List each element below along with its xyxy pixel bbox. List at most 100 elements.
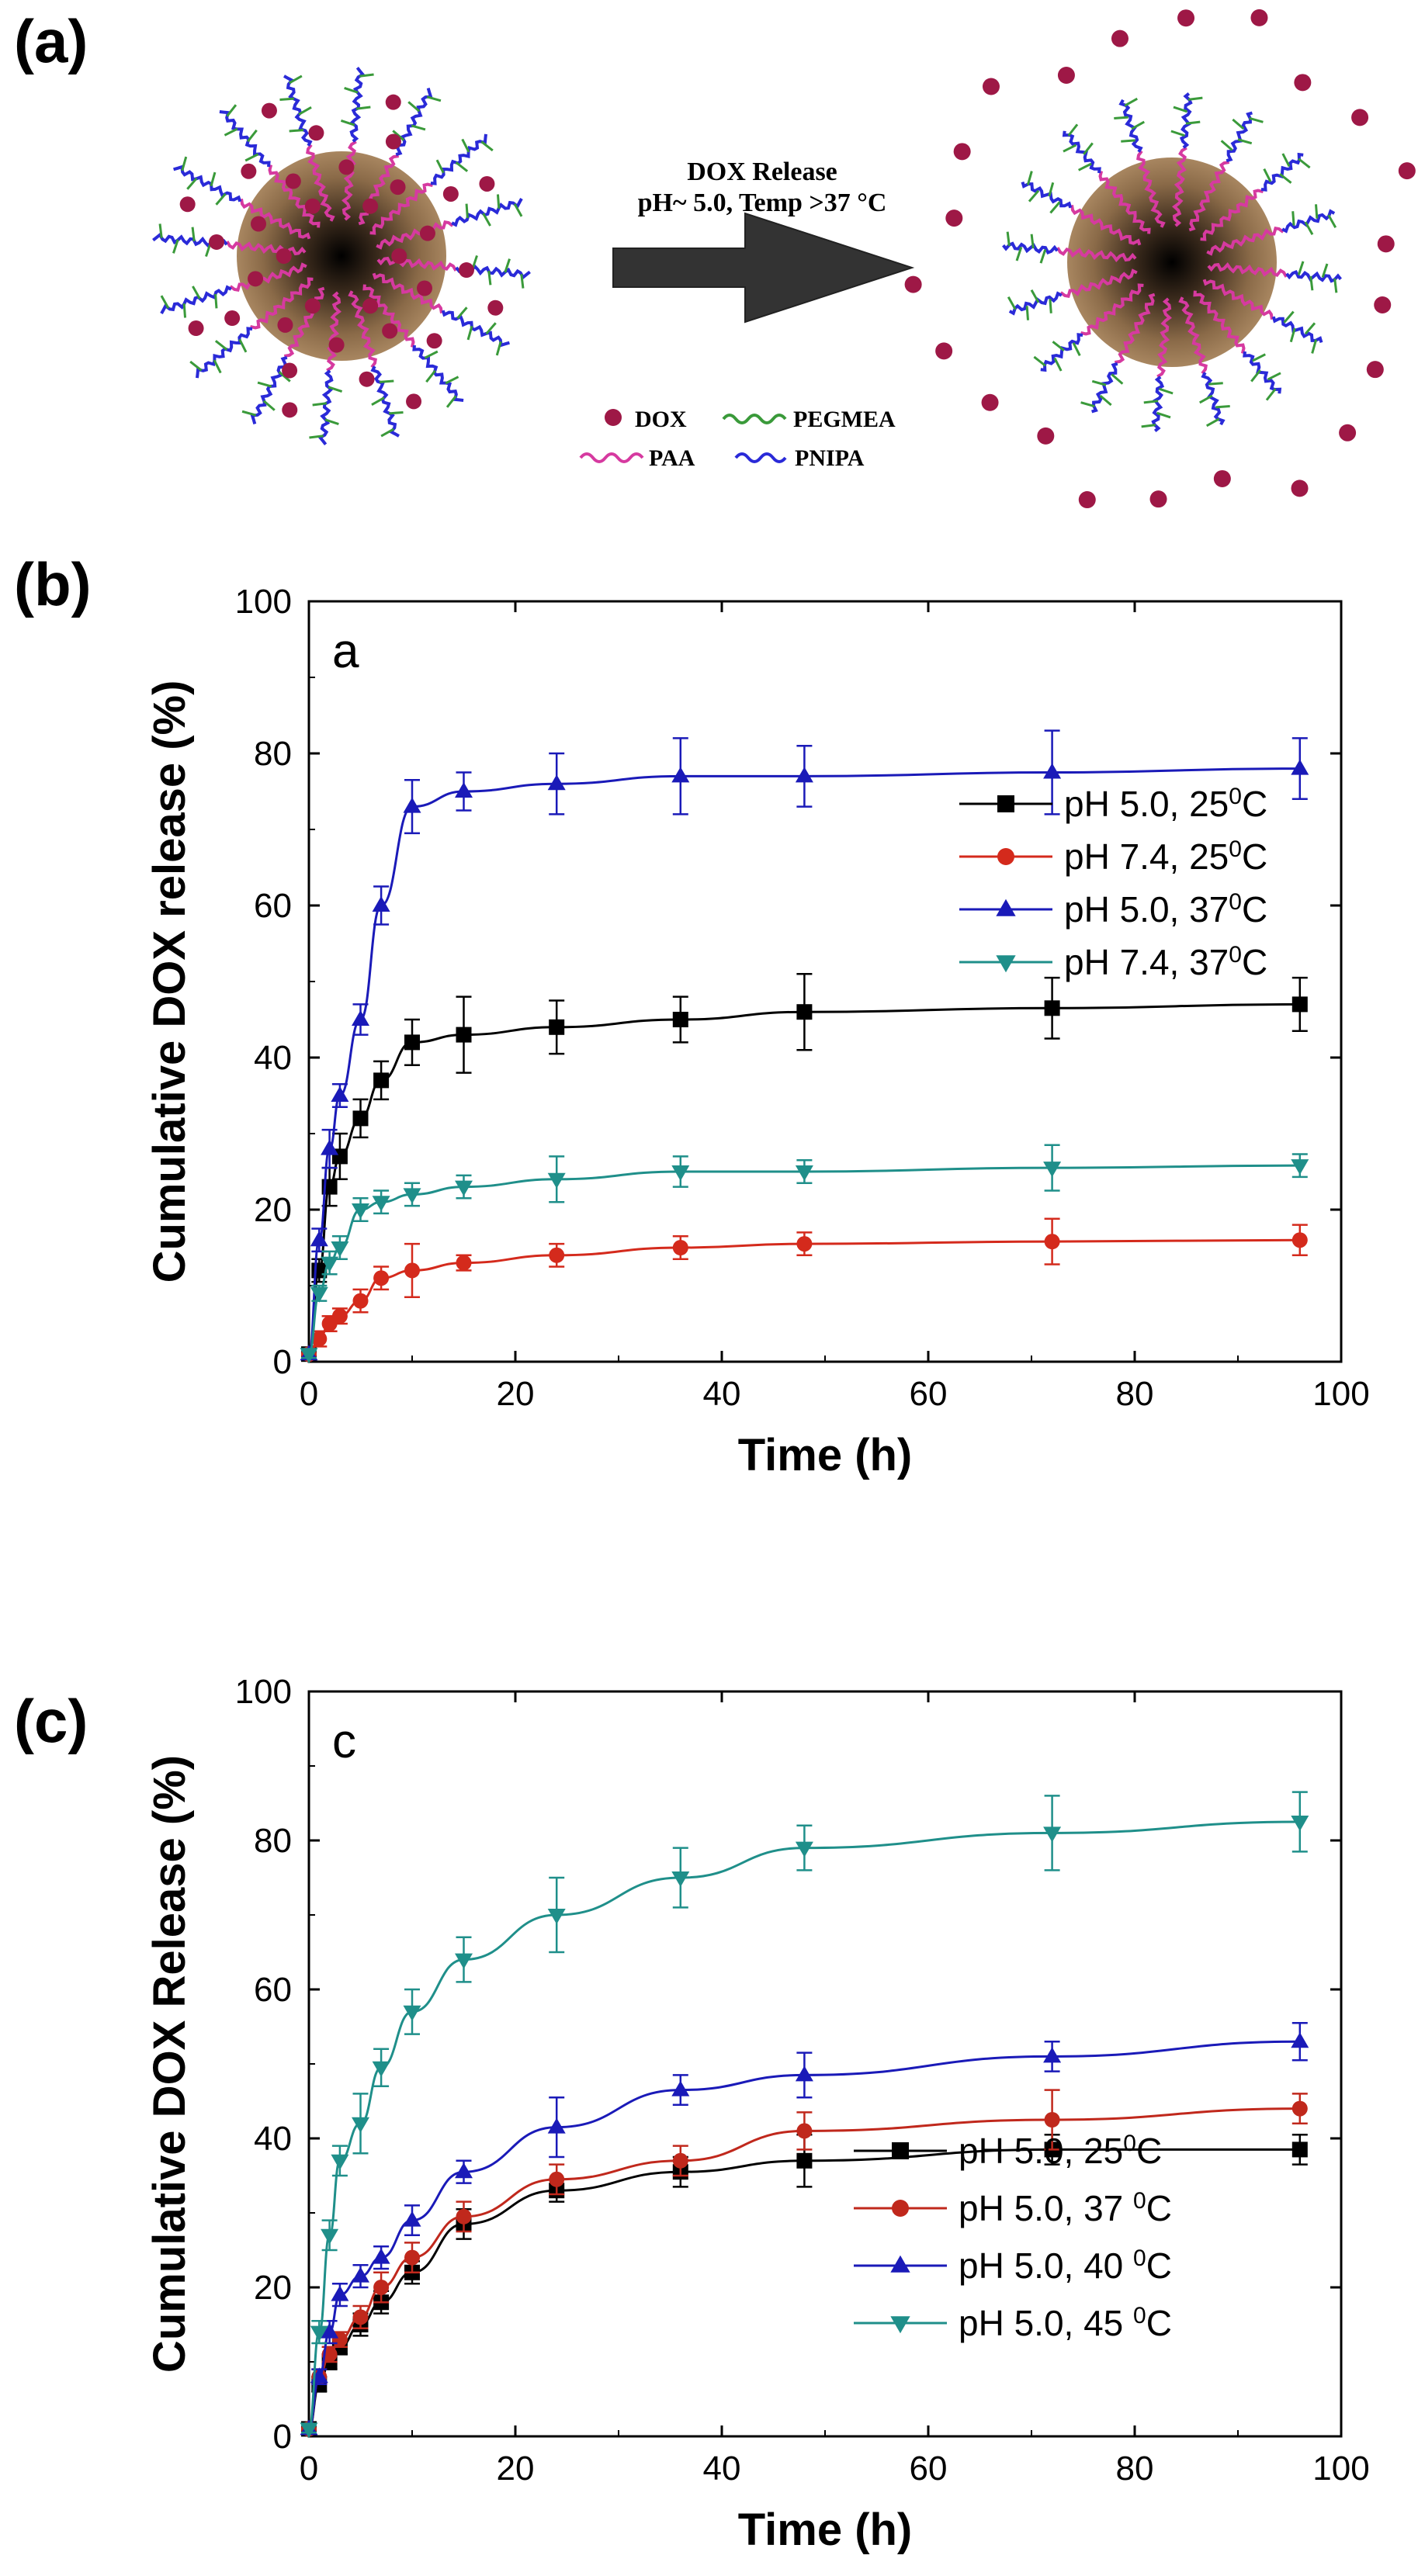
dox-molecule (1078, 491, 1096, 509)
pegmea-branch (392, 130, 405, 141)
x-tick-label: 100 (1312, 2450, 1369, 2488)
y-tick-label: 100 (235, 1673, 292, 1711)
data-point (796, 1236, 813, 1252)
pegmea-branch (1091, 379, 1107, 386)
pegmea-branch (455, 161, 469, 172)
y-tick-label: 60 (254, 1971, 292, 2009)
data-point (321, 2228, 339, 2245)
pegmea-branch (312, 402, 328, 407)
data-point (1044, 1234, 1060, 1250)
paa-chain (1172, 146, 1187, 227)
legend-marker (892, 2200, 909, 2217)
legend-label: pH 5.0, 250C (959, 2131, 1162, 2172)
data-point (404, 2249, 420, 2266)
data-point (1291, 1816, 1309, 1831)
dox-molecule (953, 143, 971, 161)
paa-chain (1193, 290, 1246, 354)
pegmea-branch (1030, 289, 1040, 303)
data-point (1291, 1159, 1309, 1175)
y-axis-title: Cumulative DOX Release (%) (144, 1755, 195, 2373)
pegmea-branch (1309, 275, 1314, 291)
legend-label: pH 5.0, 40 0C (959, 2245, 1172, 2287)
dox-molecule (188, 320, 204, 337)
dox-molecule (487, 299, 504, 316)
data-point (352, 2266, 369, 2283)
panel-a: (a) DOX Release pH~ 5.0, Temp >37 °C DOX… (14, 7, 1416, 509)
y-axis-title: Cumulative DOX release (%) (144, 680, 195, 1283)
data-point (352, 1110, 369, 1127)
x-tick-label: 40 (703, 2450, 741, 2488)
x-axis-title: Time (h) (738, 2505, 913, 2555)
pegmea-branch (445, 376, 459, 385)
pegmea-branch (172, 239, 179, 254)
dox-molecule (282, 362, 298, 379)
pegmea-branch (480, 140, 494, 152)
dox-molecule (308, 125, 324, 141)
pegmea-branch (1333, 278, 1338, 293)
pnipa-chain (1062, 130, 1101, 174)
pegmea-branch (482, 213, 491, 227)
pegmea-branch (1141, 424, 1156, 428)
legend-pegmea-label: PEGMEA (793, 407, 896, 432)
pnipa-chain (1118, 99, 1143, 153)
pegmea-branch (1173, 106, 1187, 113)
data-point (331, 2154, 349, 2170)
pnipa-chain (1281, 209, 1336, 234)
pegmea-branch (1291, 211, 1295, 226)
dox-molecule (1377, 235, 1395, 253)
data-point (547, 2117, 566, 2134)
data-point (547, 774, 566, 791)
dox-molecule (276, 248, 292, 264)
dox-molecule (248, 271, 264, 287)
pegmea-branch (1049, 299, 1052, 313)
pegmea-branch (1048, 182, 1055, 197)
nanoparticle-released (904, 9, 1416, 509)
data-point (403, 2211, 421, 2227)
x-tick-label: 0 (300, 1375, 318, 1413)
pnipa-chain (1040, 333, 1083, 372)
panel-a-label: (a) (14, 7, 88, 75)
pegmea-branch (1281, 153, 1291, 168)
dox-legend-dot (605, 409, 622, 426)
data-point (1291, 2100, 1308, 2117)
data-point (1044, 1000, 1060, 1016)
dox-molecule (362, 198, 379, 214)
data-point (1291, 759, 1309, 775)
y-tick-label: 0 (273, 2418, 292, 2456)
pegmea-branch (1265, 388, 1277, 401)
data-point (1291, 2141, 1308, 2158)
paa-chain (376, 256, 458, 272)
pegmea-branch (244, 153, 259, 162)
data-point (795, 1841, 813, 1858)
pnipa-chain (173, 164, 242, 203)
paa-chain (362, 284, 415, 348)
data-point (372, 2061, 390, 2077)
data-point (310, 1231, 328, 1247)
dox-molecule (1057, 67, 1075, 85)
pegmea-branch (1289, 327, 1296, 343)
data-point (456, 1027, 472, 1043)
data-point (456, 1255, 472, 1271)
pegmea-branch (1279, 173, 1292, 184)
legend-marker (997, 795, 1014, 812)
legend-label: pH 7.4, 370C (1064, 942, 1267, 983)
dox-molecule (382, 323, 398, 339)
paa-legend-line (579, 452, 644, 463)
data-point (671, 1165, 690, 1181)
pegmea-branch (407, 101, 421, 113)
pegmea-branch (1067, 123, 1079, 137)
paa-chain (250, 277, 314, 330)
pegmea-branch (1199, 394, 1213, 404)
data-point (373, 1072, 390, 1089)
legend: pH 5.0, 250C pH 7.4, 250C pH 5.0, 370C pH 7… (959, 784, 1267, 983)
pnipa-legend-line (734, 452, 787, 463)
pegmea-branch (1006, 231, 1011, 247)
paa-chain (306, 144, 335, 222)
pegmea-branch (1015, 247, 1023, 261)
dox-molecule (945, 209, 963, 227)
y-tick-label: 80 (254, 1822, 292, 1860)
pegmea-branch (1250, 369, 1261, 383)
data-point (300, 1348, 318, 1364)
data-point (331, 2285, 349, 2301)
pegmea-branch (1131, 120, 1145, 130)
